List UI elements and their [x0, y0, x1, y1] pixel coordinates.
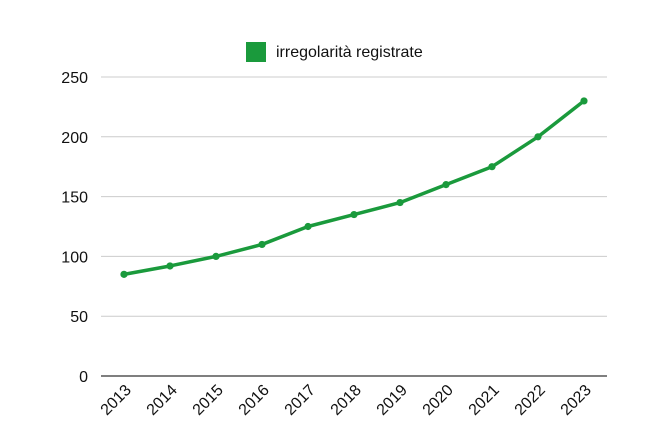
- data-point: [488, 163, 496, 171]
- x-axis: 2013 2014 2015 2016 2017 2018 2019 2020 2021 2022…: [98, 382, 595, 419]
- legend-swatch: [246, 42, 266, 62]
- y-tick-label: 0: [79, 369, 88, 386]
- data-point: [350, 210, 358, 219]
- data-point: [166, 262, 174, 270]
- data-point: [304, 222, 312, 231]
- y-axis: 0 50 100 150 200 250: [61, 70, 88, 386]
- y-tick-label: 50: [70, 309, 88, 326]
- x-tick-label: 2019: [374, 382, 411, 419]
- gridlines: [101, 76, 607, 377]
- data-point: [534, 133, 542, 141]
- x-tick-label: 2020: [420, 382, 457, 419]
- series-line: [122, 99, 586, 277]
- data-point: [212, 252, 220, 260]
- data-point: [258, 240, 266, 249]
- legend: irregolarità registrate: [246, 42, 423, 62]
- x-tick-label: 2013: [98, 382, 135, 419]
- x-tick-label: 2015: [190, 382, 227, 419]
- data-point: [396, 198, 404, 207]
- x-tick-label: 2022: [512, 382, 549, 419]
- y-tick-label: 150: [61, 190, 88, 207]
- x-tick-label: 2023: [558, 382, 595, 419]
- legend-label: irregolarità registrate: [276, 44, 423, 61]
- x-tick-label: 2016: [236, 382, 273, 419]
- series-layer: [120, 97, 588, 278]
- y-tick-label: 100: [61, 249, 88, 266]
- x-tick-label: 2018: [328, 382, 365, 419]
- y-tick-label: 250: [61, 70, 88, 87]
- x-tick-label: 2021: [466, 382, 503, 419]
- x-tick-label: 2014: [144, 382, 181, 419]
- data-point: [442, 181, 450, 189]
- x-tick-label: 2017: [282, 382, 319, 419]
- y-tick-label: 200: [61, 130, 88, 147]
- data-point: [580, 97, 588, 105]
- data-point: [120, 270, 128, 278]
